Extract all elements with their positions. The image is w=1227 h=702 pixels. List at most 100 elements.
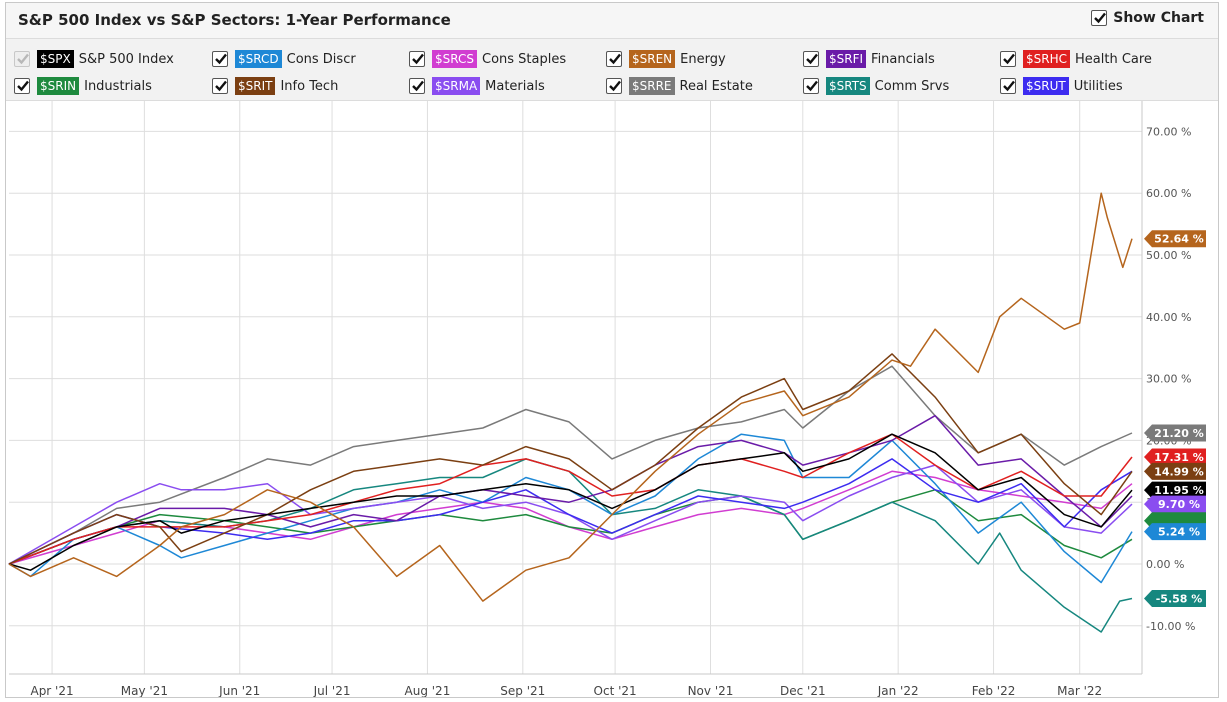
badge-shape xyxy=(1144,523,1206,541)
title-bar: S&P 500 Index vs S&P Sectors: 1-Year Per… xyxy=(6,3,1218,39)
legend-item-srma[interactable]: $SRMA Materials xyxy=(409,76,545,96)
show-chart-toggle[interactable]: Show Chart xyxy=(1091,10,1204,26)
checkmark-icon xyxy=(609,53,621,65)
legend-symbol-tag: $SREN xyxy=(629,50,676,68)
series-line-srma xyxy=(8,464,1133,565)
badge-label: 9.70 % xyxy=(1158,498,1200,511)
series-line-sren xyxy=(8,192,1133,602)
legend-series-name: S&P 500 Index xyxy=(78,51,174,67)
legend-series-name: Cons Discr xyxy=(286,51,356,67)
checkmark-icon xyxy=(17,53,29,65)
legend-series-name: Energy xyxy=(680,51,726,67)
legend-checkbox[interactable] xyxy=(1000,78,1016,94)
badge-shape xyxy=(1144,462,1206,480)
legend-symbol-tag: $SRTS xyxy=(826,77,870,95)
legend-checkbox[interactable] xyxy=(409,51,425,67)
legend-symbol-tag: $SPX xyxy=(37,50,74,68)
legend-item-srit[interactable]: $SRIT Info Tech xyxy=(212,76,338,96)
end-value-badge: 14.99 % xyxy=(1144,462,1206,480)
checkmark-icon xyxy=(1003,53,1015,65)
legend-item-srre[interactable]: $SRRE Real Estate xyxy=(606,76,753,96)
legend-checkbox xyxy=(14,51,30,67)
x-tick-label: Jun '21 xyxy=(218,684,260,697)
checkmark-icon xyxy=(215,80,227,92)
end-value-badge: 17.31 % xyxy=(1144,448,1206,466)
legend-series-name: Financials xyxy=(871,51,935,67)
badge-label: 11.95 % xyxy=(1154,484,1204,497)
end-value-badge: 5.24 % xyxy=(1144,523,1206,541)
x-tick-label: Aug '21 xyxy=(405,684,451,697)
badge-label: 5.24 % xyxy=(1158,526,1200,539)
legend-item-srts[interactable]: $SRTS Comm Srvs xyxy=(803,76,949,96)
legend-symbol-tag: $SRFI xyxy=(826,50,867,68)
chart-title: S&P 500 Index vs S&P Sectors: 1-Year Per… xyxy=(18,11,451,29)
series-line-srut xyxy=(8,458,1133,565)
legend-series-name: Info Tech xyxy=(280,78,339,94)
checkmark-icon xyxy=(806,53,818,65)
y-tick-label: 40.00 % xyxy=(1146,311,1191,324)
badge-label: 14.99 % xyxy=(1154,465,1204,478)
badge-label: 21.20 % xyxy=(1154,427,1204,440)
legend-symbol-tag: $SRHC xyxy=(1023,50,1070,68)
legend-checkbox[interactable] xyxy=(212,78,228,94)
legend-checkbox[interactable] xyxy=(1000,51,1016,67)
legend-series-name: Materials xyxy=(485,78,545,94)
badge-label: 17.31 % xyxy=(1154,451,1204,464)
badge-shape xyxy=(1144,448,1206,466)
plot-background xyxy=(6,101,1218,697)
legend-item-srcd[interactable]: $SRCD Cons Discr xyxy=(212,49,356,69)
chart-widget: S&P 500 Index vs S&P Sectors: 1-Year Per… xyxy=(5,2,1219,698)
x-tick-label: Oct '21 xyxy=(594,684,637,697)
show-chart-checkbox[interactable] xyxy=(1091,10,1108,26)
end-value-badge: -5.58 % xyxy=(1144,590,1206,607)
legend-checkbox[interactable] xyxy=(606,51,622,67)
legend-item-srin[interactable]: $SRIN Industrials xyxy=(14,76,152,96)
checkmark-icon xyxy=(609,80,621,92)
legend-item-srut[interactable]: $SRUT Utilities xyxy=(1000,76,1123,96)
legend-series-name: Comm Srvs xyxy=(874,78,950,94)
series-line-spx xyxy=(8,433,1133,571)
badge-shape xyxy=(1144,481,1206,499)
legend-symbol-tag: $SRUT xyxy=(1023,77,1069,95)
legend-checkbox[interactable] xyxy=(14,78,30,94)
y-tick-label: 70.00 % xyxy=(1146,125,1191,138)
legend-item-srcs[interactable]: $SRCS Cons Staples xyxy=(409,49,566,69)
legend-symbol-tag: $SRIT xyxy=(235,77,276,95)
legend-series-name: Industrials xyxy=(84,78,152,94)
legend-item-sren[interactable]: $SREN Energy xyxy=(606,49,726,69)
checkmark-icon xyxy=(1003,80,1015,92)
x-tick-label: Dec '21 xyxy=(780,684,826,697)
checkmark-icon xyxy=(1094,12,1107,24)
end-value-badge: 11.95 % xyxy=(1144,481,1206,499)
series-line-srhc xyxy=(8,433,1133,565)
legend-checkbox[interactable] xyxy=(212,51,228,67)
badge-label: -5.58 % xyxy=(1156,592,1203,605)
legend-symbol-tag: $SRCS xyxy=(432,50,477,68)
x-tick-label: Nov '21 xyxy=(688,684,734,697)
legend-series-name: Utilities xyxy=(1073,78,1123,94)
legend-symbol-tag: $SRIN xyxy=(37,77,80,95)
legend-checkbox[interactable] xyxy=(803,78,819,94)
line-chart: -10.00 %0.00 %10.00 %20.00 %30.00 %40.00… xyxy=(6,101,1218,698)
legend-checkbox[interactable] xyxy=(409,78,425,94)
y-tick-label: 0.00 % xyxy=(1146,558,1184,571)
series-legend: $SPX S&P 500 Index $SRCD Cons Discr $SRCS Con… xyxy=(6,39,1218,101)
legend-symbol-tag: $SRCD xyxy=(235,50,282,68)
chart-area: -10.00 %0.00 %10.00 %20.00 %30.00 %40.00… xyxy=(6,101,1218,698)
x-tick-label: May '21 xyxy=(121,684,168,697)
legend-item-srfi[interactable]: $SRFI Financials xyxy=(803,49,935,69)
legend-checkbox[interactable] xyxy=(803,51,819,67)
series-line-srit xyxy=(8,353,1133,565)
y-tick-label: 60.00 % xyxy=(1146,187,1191,200)
y-tick-label: 50.00 % xyxy=(1146,249,1191,262)
legend-checkbox[interactable] xyxy=(606,78,622,94)
badge-label: 52.64 % xyxy=(1154,233,1204,246)
legend-item-srhc[interactable]: $SRHC Health Care xyxy=(1000,49,1152,69)
x-tick-label: Feb '22 xyxy=(972,684,1016,697)
checkmark-icon xyxy=(806,80,818,92)
x-tick-label: Apr '21 xyxy=(30,684,73,697)
y-tick-label: -10.00 % xyxy=(1146,620,1195,633)
legend-item-spx[interactable]: $SPX S&P 500 Index xyxy=(14,49,174,69)
legend-series-name: Real Estate xyxy=(679,78,753,94)
legend-symbol-tag: $SRRE xyxy=(629,77,675,95)
